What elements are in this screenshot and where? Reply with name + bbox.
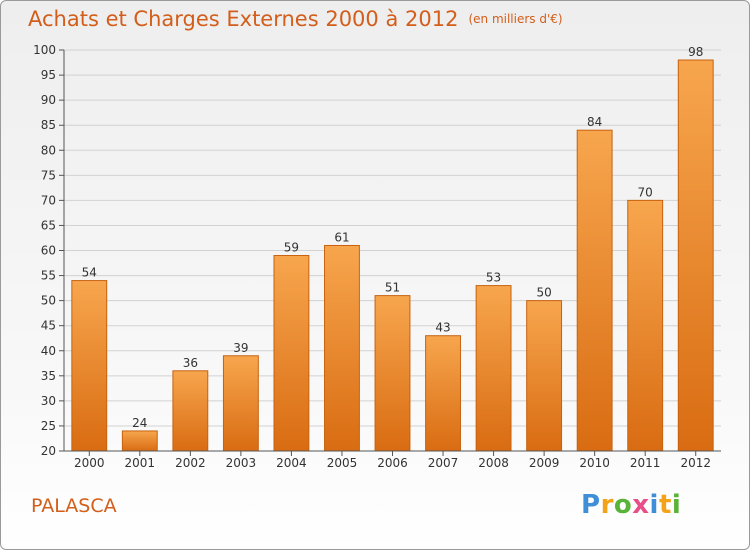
logo-letter: P: [581, 490, 601, 520]
x-tick-label: 2008: [478, 456, 509, 470]
bar-2009: [526, 300, 563, 452]
value-label: 51: [385, 281, 400, 295]
bar-2005: [324, 244, 360, 452]
value-label: 59: [284, 241, 299, 255]
value-label: 54: [82, 266, 97, 280]
y-tick-label: 60: [41, 244, 56, 258]
bar-2008: [475, 285, 512, 452]
y-tick-label: 30: [41, 394, 56, 408]
logo-letter: r: [600, 490, 614, 520]
bar-2002: [172, 370, 209, 452]
chart-title: Achats et Charges Externes 2000 à 2012: [28, 7, 459, 31]
bars: 54 24 36 39 59 61 51 43 53 50 84 70 98: [71, 45, 714, 452]
y-tick-label: 20: [41, 444, 56, 458]
x-tick-label: 2005: [327, 456, 358, 470]
axes: 20 25 30 35 40 45 50 55 60 65 70 75 80 85 90 95 100 2000 2…: [33, 43, 721, 470]
y-tick-label: 40: [41, 344, 56, 358]
value-label: 50: [536, 286, 551, 300]
bar-2004: [273, 255, 310, 452]
bar-2010: [576, 129, 613, 452]
y-tick-label: 55: [41, 269, 56, 283]
value-label: 70: [638, 185, 653, 199]
y-tick-label: 95: [41, 68, 56, 82]
logo-letter: t: [658, 490, 672, 520]
x-tick-label: 2003: [226, 456, 257, 470]
bar-2000: [71, 280, 108, 452]
value-label: 39: [233, 341, 248, 355]
x-tick-label: 2001: [125, 456, 156, 470]
logo-letter: i: [649, 490, 659, 520]
y-tick-label: 65: [41, 218, 56, 232]
value-label: 61: [334, 230, 349, 244]
bar-2007: [425, 335, 461, 452]
value-label: 53: [486, 271, 501, 285]
x-tick-label: 2004: [276, 456, 307, 470]
y-tick-label: 70: [41, 193, 56, 207]
bar-2012: [677, 59, 714, 452]
x-tick-label: 2011: [630, 456, 661, 470]
proxiti-logo: Proxiti: [581, 490, 681, 520]
bar-2006: [374, 295, 411, 452]
x-tick-label: 2010: [579, 456, 610, 470]
commune-name: PALASCA: [31, 495, 117, 517]
logo-letter: x: [632, 490, 650, 520]
value-label: 43: [435, 321, 450, 335]
chart-subtitle: (en milliers d'€): [468, 12, 563, 26]
x-tick-label: 2009: [529, 456, 560, 470]
logo-letter: o: [613, 490, 633, 520]
value-label: 36: [183, 356, 198, 370]
x-tick-label: 2012: [680, 456, 711, 470]
bar-2011: [627, 199, 664, 452]
logo-letter: i: [671, 490, 682, 520]
bar-2003: [222, 355, 259, 452]
y-tick-label: 90: [41, 93, 56, 107]
y-tick-label: 85: [41, 118, 56, 132]
y-tick-label: 25: [41, 419, 56, 433]
bar-2001: [121, 430, 158, 452]
x-tick-label: 2000: [74, 456, 105, 470]
y-tick-label: 100: [33, 43, 56, 57]
y-tick-label: 45: [41, 319, 56, 333]
x-tick-label: 2002: [175, 456, 206, 470]
y-tick-label: 75: [41, 168, 56, 182]
value-label: 98: [688, 45, 703, 59]
title-block: Achats et Charges Externes 2000 à 2012 (e…: [28, 7, 563, 31]
x-tick-label: 2006: [377, 456, 408, 470]
x-tick-label: 2007: [428, 456, 459, 470]
y-tick-label: 35: [41, 369, 56, 383]
y-tick-label: 80: [41, 143, 56, 157]
y-tick-label: 50: [41, 294, 56, 308]
value-label: 84: [587, 115, 602, 129]
value-label: 24: [132, 416, 147, 430]
